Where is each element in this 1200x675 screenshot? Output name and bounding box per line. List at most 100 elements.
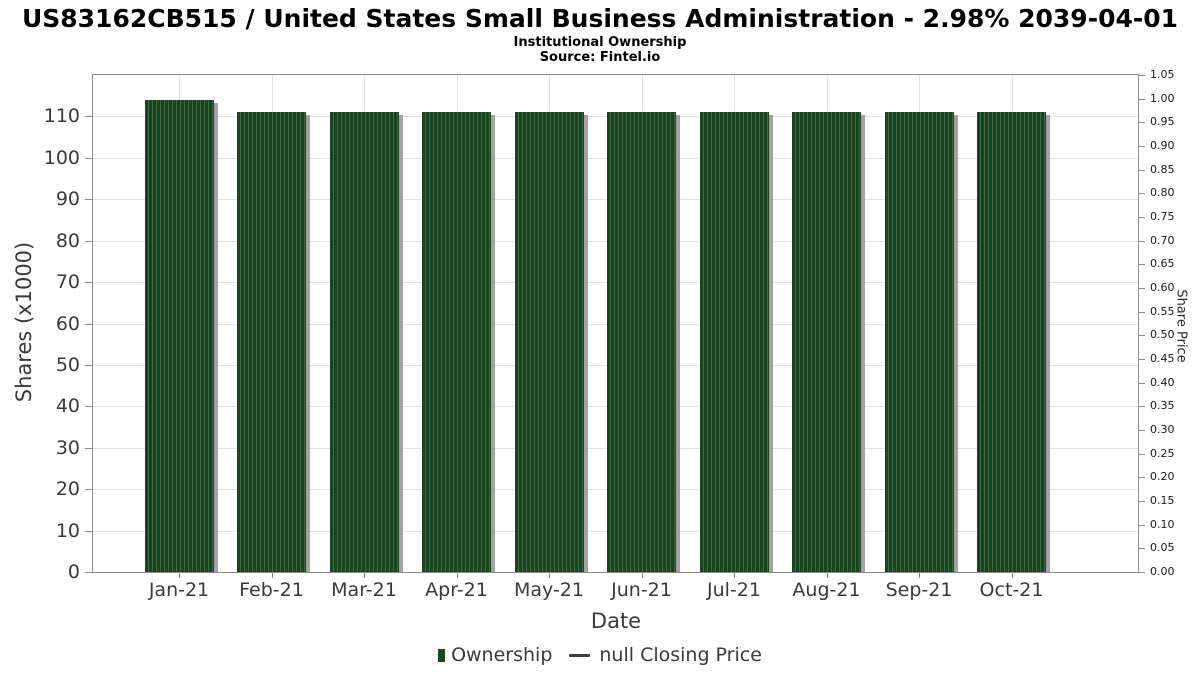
right-axis-tick <box>1139 311 1145 313</box>
x-tick-label: Jan-21 <box>148 579 210 601</box>
left-axis-tick-label: 50 <box>55 353 80 376</box>
right-axis-tick-label: 1.00 <box>1150 91 1175 105</box>
left-axis-tick-label: 40 <box>55 395 80 418</box>
x-axis-tick <box>641 573 643 578</box>
left-axis-tick <box>85 447 92 449</box>
bar-jun-21 <box>607 112 676 572</box>
right-axis-tick-label: 0.75 <box>1150 210 1175 223</box>
x-tick-label: Feb-21 <box>239 579 304 601</box>
right-axis-tick-label: 0.10 <box>1150 517 1175 531</box>
right-axis-tick-label: 0.45 <box>1150 352 1175 365</box>
right-axis-tick-label: 0.55 <box>1150 304 1175 318</box>
x-axis-tick <box>364 573 365 578</box>
right-axis-tick <box>1139 264 1145 266</box>
right-axis-tick-label: 0.25 <box>1150 446 1175 460</box>
left-axis-tick-label: 100 <box>43 146 80 169</box>
bar-series-ownership <box>93 75 1138 572</box>
left-axis-tick <box>85 116 92 118</box>
bar-oct-21 <box>977 112 1046 572</box>
right-axis-tick <box>1139 240 1145 242</box>
chart-source-label: Source: Fintel.io <box>539 50 661 65</box>
left-axis-tick <box>85 364 92 366</box>
right-axis-tick-label: 0.50 <box>1150 328 1175 342</box>
bar-sep-21 <box>884 112 954 572</box>
right-axis-tick <box>1139 359 1145 360</box>
x-axis-title: Date <box>590 609 642 633</box>
left-axis-tick <box>85 199 92 201</box>
ownership-legend-marker-icon <box>438 648 446 662</box>
left-axis-tick-label: 60 <box>55 312 80 335</box>
right-axis-tick <box>1139 548 1145 550</box>
right-axis-tick <box>1139 217 1145 218</box>
right-axis-tick-label: 0.30 <box>1150 423 1175 436</box>
legend-label-ownership: Ownership <box>451 644 553 666</box>
right-axis-tick-label: 0.85 <box>1150 162 1175 176</box>
x-tick-label: Oct-21 <box>979 579 1044 601</box>
right-axis-tick-label: 0.15 <box>1150 494 1175 507</box>
right-axis-tick-label: 0.05 <box>1150 541 1175 555</box>
legend-label-closing-price: null Closing Price <box>599 644 762 666</box>
bar-feb-21 <box>237 112 306 572</box>
left-axis-tick-label: 70 <box>55 271 80 294</box>
x-axis-tick <box>734 573 735 578</box>
bar-jul-21 <box>699 112 769 572</box>
left-axis-tick-label: 0 <box>67 561 80 583</box>
bar-may-21 <box>514 112 584 572</box>
right-axis-tick <box>1139 406 1145 408</box>
closing-price-legend-line-icon <box>569 653 591 657</box>
right-axis-tick <box>1139 335 1145 337</box>
right-axis-tick-label: 0.40 <box>1150 375 1175 389</box>
right-axis-tick <box>1139 146 1145 147</box>
bar-mar-21 <box>329 112 399 572</box>
x-tick-label: Sep-21 <box>885 579 953 601</box>
x-axis-tick <box>271 573 273 578</box>
chart-title: US83162CB515 / United States Small Busin… <box>21 4 1179 33</box>
left-axis-tick-label: 110 <box>43 105 80 128</box>
x-axis-tick <box>919 573 920 578</box>
left-axis-title: Shares (x1000) <box>12 241 36 403</box>
right-axis-tick <box>1139 98 1145 100</box>
right-axis-tick <box>1139 169 1145 171</box>
left-axis-tick <box>85 530 92 532</box>
left-axis-tick-label: 90 <box>55 188 80 211</box>
right-axis-tick-label: 1.05 <box>1150 68 1175 81</box>
bar-apr-21 <box>422 112 491 572</box>
legend: Ownership null Closing Price <box>0 644 1200 666</box>
right-axis-tick-label: 0.90 <box>1150 139 1175 152</box>
x-tick-label: May-21 <box>514 579 584 601</box>
right-axis-tick <box>1139 288 1145 289</box>
chart-subtitle: Institutional Ownership <box>513 35 687 50</box>
right-axis-tick <box>1139 524 1145 526</box>
right-axis-tick-label: 0.20 <box>1150 470 1175 484</box>
right-axis-tick-label: 0.65 <box>1150 257 1175 271</box>
right-axis-tick <box>1139 477 1145 479</box>
right-axis-tick <box>1139 572 1145 573</box>
left-axis-tick-label: 30 <box>55 436 80 459</box>
left-axis-tick <box>85 240 92 242</box>
right-axis-tick-label: 0.00 <box>1150 565 1175 578</box>
left-axis-tick <box>85 323 92 325</box>
bar-aug-21 <box>792 112 861 572</box>
right-axis-tick <box>1139 75 1145 76</box>
x-axis-tick <box>1011 573 1013 578</box>
right-axis-tick <box>1139 430 1145 431</box>
x-axis-tick <box>179 573 180 578</box>
x-tick-label: Jun-21 <box>611 579 672 601</box>
right-axis-tick <box>1139 122 1145 124</box>
right-axis-tick <box>1139 193 1145 195</box>
left-axis-tick <box>85 157 92 159</box>
right-axis-tick-label: 0.70 <box>1150 233 1175 247</box>
left-axis-tick-label: 80 <box>55 229 80 252</box>
right-axis-title: Share Price <box>1173 289 1189 363</box>
x-tick-label: Apr-21 <box>425 579 488 601</box>
plot-area <box>92 74 1139 573</box>
left-axis-tick-label: 20 <box>55 478 80 501</box>
x-axis-tick <box>826 573 828 578</box>
x-axis-tick <box>456 573 458 578</box>
x-axis-tick <box>549 573 550 578</box>
left-axis-tick <box>85 572 92 573</box>
right-axis-tick <box>1139 501 1145 502</box>
right-axis-tick-label: 0.35 <box>1150 399 1175 413</box>
left-axis-tick <box>85 489 92 491</box>
